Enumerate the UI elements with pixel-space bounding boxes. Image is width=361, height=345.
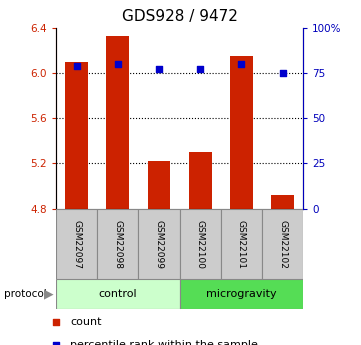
Text: control: control [99,289,137,299]
Point [74,63,79,68]
Bar [271,195,294,209]
Point [53,342,59,345]
Bar [148,161,170,209]
Bar [138,209,180,279]
Text: protocol: protocol [4,289,46,299]
Point [156,67,162,72]
Text: count: count [70,317,102,327]
Bar [180,279,303,309]
Point [239,61,244,67]
Text: microgravity: microgravity [206,289,277,299]
Text: GSM22102: GSM22102 [278,220,287,268]
Bar [189,152,212,209]
Bar [97,209,138,279]
Bar [230,56,253,209]
Point [197,67,203,72]
Bar [65,61,88,209]
Bar [56,279,180,309]
Text: ▶: ▶ [44,288,53,300]
Title: GDS928 / 9472: GDS928 / 9472 [122,9,238,24]
Bar [180,209,221,279]
Text: GSM22099: GSM22099 [155,219,164,269]
Point [115,61,121,67]
Bar [106,36,129,209]
Bar [221,209,262,279]
Text: percentile rank within the sample: percentile rank within the sample [70,340,258,345]
Text: GSM22100: GSM22100 [196,219,205,269]
Text: GSM22097: GSM22097 [72,219,81,269]
Point [280,70,286,76]
Text: GSM22101: GSM22101 [237,219,246,269]
Bar [262,209,303,279]
Text: GSM22098: GSM22098 [113,219,122,269]
Point [53,319,59,325]
Bar [56,209,97,279]
